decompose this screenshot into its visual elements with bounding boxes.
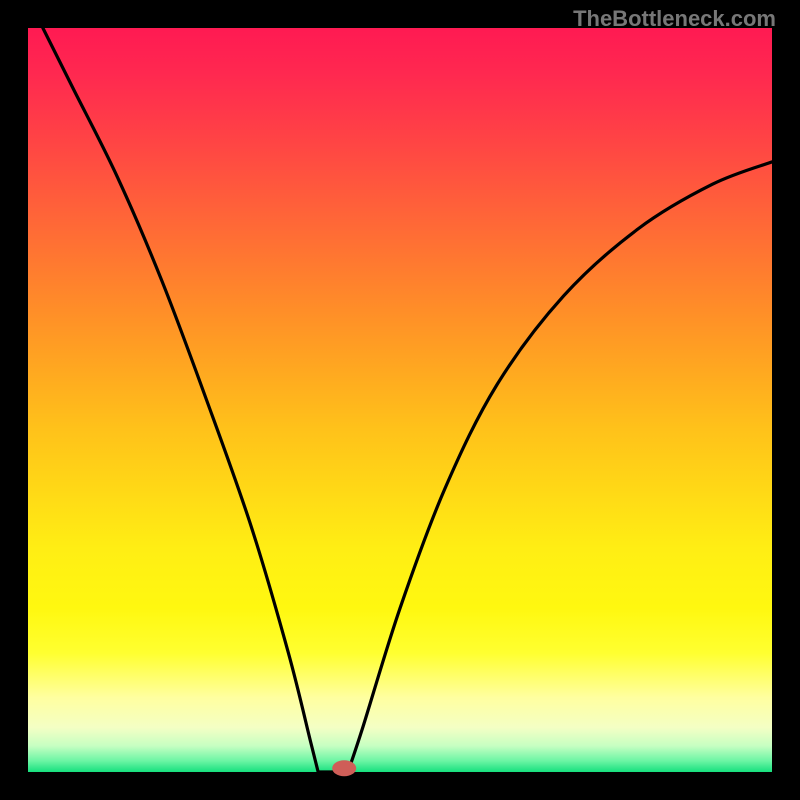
optimal-point-marker (332, 760, 356, 776)
bottleneck-chart (0, 0, 800, 800)
watermark-text: TheBottleneck.com (573, 6, 776, 32)
plot-background (28, 28, 772, 772)
